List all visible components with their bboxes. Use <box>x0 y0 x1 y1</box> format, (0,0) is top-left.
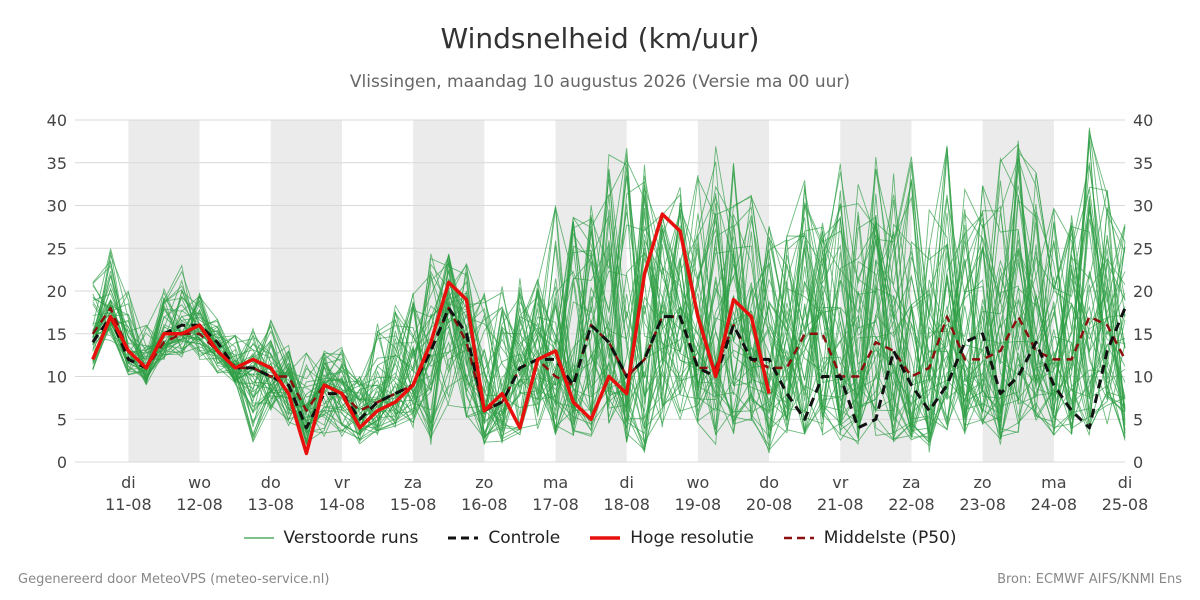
x-tick-date: 23-08 <box>959 495 1006 514</box>
ensemble-member-line <box>92 165 1126 438</box>
ensemble-member-line <box>92 166 1126 444</box>
x-tick-date: 17-08 <box>532 495 579 514</box>
x-tick-day: di <box>1118 473 1133 492</box>
ensemble-member-line <box>92 196 1126 446</box>
legend-label-control: Controle <box>488 528 561 548</box>
x-tick-date: 12-08 <box>176 495 223 514</box>
legend-label-median: Middelste (P50) <box>823 528 957 548</box>
y-tick-left: 10 <box>47 368 67 387</box>
ensemble-member-line <box>92 143 1126 451</box>
y-tick-left: 35 <box>47 154 67 173</box>
legend-item-control[interactable]: Controle <box>448 528 560 548</box>
legend-swatch-ensemble <box>243 537 274 539</box>
legend-item-hires[interactable]: Hoge resolutie <box>590 528 754 548</box>
legend-label-hires: Hoge resolutie <box>630 528 754 548</box>
ensemble-member-line <box>92 154 1126 437</box>
chart-title: Windsnelheid (km/uur) <box>440 22 760 55</box>
series-line-hoge-resolutie <box>91 212 771 456</box>
x-tick-date: 13-08 <box>248 495 295 514</box>
ensemble-member-line <box>92 199 1126 440</box>
x-tick-day: do <box>261 473 281 492</box>
series-line-middelste-p50 <box>91 306 1127 412</box>
x-tick-day: vr <box>334 473 350 492</box>
y-tick-left: 40 <box>47 111 67 130</box>
x-tick-day: za <box>902 473 920 492</box>
x-tick-date: 24-08 <box>1031 495 1078 514</box>
plot-area: 0 0 5 5 10 10 15 15 20 20 25 25 30 30 35 35 40 40 di 11-08 w… <box>47 111 1154 514</box>
x-tick-date: 21-08 <box>817 495 864 514</box>
x-tick-date: 11-08 <box>105 495 152 514</box>
legend-swatch-median <box>783 536 814 540</box>
x-tick-day: wo <box>686 473 709 492</box>
y-tick-right: 10 <box>1133 368 1153 387</box>
x-tick-date: 25-08 <box>1102 495 1149 514</box>
x-tick-day: ma <box>543 473 568 492</box>
x-tick-date: 19-08 <box>675 495 722 514</box>
x-tick-day: wo <box>188 473 211 492</box>
footer-credit: Gegenereerd door MeteoVPS (meteo-service… <box>18 572 330 587</box>
chart-subtitle: Vlissingen, maandag 10 augustus 2026 (Ve… <box>349 72 851 92</box>
x-tick-day: di <box>619 473 634 492</box>
legend-swatch-control <box>448 536 479 540</box>
ensemble-member-line <box>92 168 1126 441</box>
y-tick-left: 0 <box>57 453 67 472</box>
x-tick-date: 18-08 <box>603 495 650 514</box>
x-tick-date: 16-08 <box>461 495 508 514</box>
ensemble-member-line <box>92 164 1126 435</box>
y-tick-left: 20 <box>47 282 67 301</box>
x-tick-date: 15-08 <box>390 495 437 514</box>
y-tick-right: 15 <box>1133 325 1153 344</box>
y-tick-right: 25 <box>1133 239 1153 258</box>
x-tick-day: do <box>759 473 779 492</box>
x-tick-date: 22-08 <box>888 495 935 514</box>
ensemble-member-line <box>92 148 1126 454</box>
ensemble-member-line <box>92 157 1126 435</box>
y-tick-left: 15 <box>47 325 67 344</box>
legend-item-ensemble[interactable]: Verstoorde runs <box>243 528 419 548</box>
x-tick-date: 20-08 <box>746 495 793 514</box>
y-tick-right: 35 <box>1133 154 1153 173</box>
legend-swatch-hires <box>590 536 621 540</box>
y-tick-left: 25 <box>47 239 67 258</box>
footer-source: Bron: ECMWF AIFS/KNMI Ens <box>997 572 1182 587</box>
x-tick-day: vr <box>832 473 848 492</box>
ensemble-member-line <box>92 162 1126 437</box>
y-tick-right: 20 <box>1133 282 1153 301</box>
legend: Verstoorde runs Controle Hoge resolutie … <box>0 528 1200 548</box>
y-tick-left: 30 <box>47 197 67 216</box>
y-tick-right: 5 <box>1133 410 1143 429</box>
series-line-controle <box>91 306 1127 430</box>
y-tick-left: 5 <box>57 410 67 429</box>
x-tick-date: 14-08 <box>319 495 366 514</box>
y-tick-right: 30 <box>1133 197 1153 216</box>
x-tick-day: di <box>121 473 136 492</box>
x-tick-day: za <box>404 473 422 492</box>
y-tick-right: 0 <box>1133 453 1143 472</box>
x-tick-day: zo <box>974 473 992 492</box>
legend-item-median[interactable]: Middelste (P50) <box>783 528 957 548</box>
x-tick-day: zo <box>475 473 493 492</box>
x-tick-day: ma <box>1041 473 1066 492</box>
legend-label-ensemble: Verstoorde runs <box>283 528 419 548</box>
y-tick-right: 40 <box>1133 111 1153 130</box>
